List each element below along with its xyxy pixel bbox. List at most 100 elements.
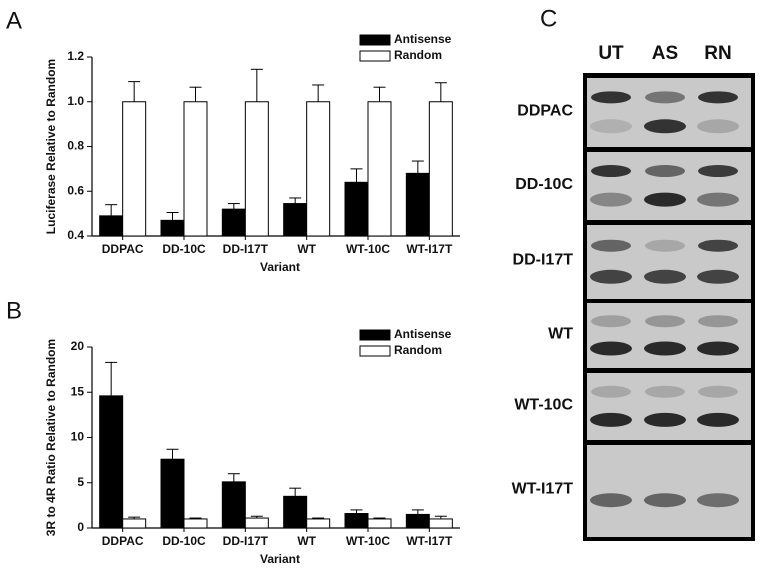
panel-label: A	[6, 7, 22, 34]
x-tick-label: WT-I17T	[406, 534, 453, 548]
bar	[344, 513, 369, 529]
bar	[405, 513, 430, 529]
legend-swatch	[359, 329, 391, 341]
gel-band	[645, 165, 685, 178]
gel-band	[590, 119, 632, 134]
x-axis-label: Variant	[260, 552, 300, 566]
gel-band	[698, 315, 738, 328]
y-tick-label: 0.6	[67, 183, 84, 197]
gel-band	[591, 385, 631, 398]
bar	[367, 101, 392, 237]
y-axis-label: 3R to 4R Ratio Relative to Random	[44, 339, 58, 536]
y-axis-label: Luciferase Relative to Random	[44, 59, 58, 234]
bar	[244, 517, 269, 529]
gel-band	[644, 192, 686, 207]
bar	[367, 518, 392, 529]
lane-label: RN	[704, 43, 731, 64]
gel-band	[590, 341, 632, 356]
bar	[244, 101, 269, 237]
x-tick-label: DD-I17T	[223, 242, 269, 256]
gel-band	[590, 493, 632, 508]
y-tick-label: 1.0	[67, 94, 84, 108]
gel-band	[591, 165, 631, 178]
y-tick-label: 10	[71, 430, 85, 444]
bar	[99, 395, 124, 529]
legend-swatch	[359, 50, 391, 62]
gel-band	[591, 239, 631, 252]
bar	[221, 208, 246, 237]
x-tick-label: DDPAC	[102, 242, 144, 256]
bar	[344, 181, 369, 237]
legend-swatch	[359, 345, 391, 357]
bar	[428, 101, 453, 237]
y-tick-label: 1.2	[67, 49, 84, 63]
gel-band	[697, 493, 739, 508]
x-tick-label: DDPAC	[102, 534, 144, 548]
sample-label: DDPAC	[517, 102, 573, 119]
bar	[183, 518, 208, 529]
bar	[160, 219, 185, 237]
bar	[306, 101, 331, 237]
gel-band	[697, 269, 739, 284]
y-tick-label: 5	[77, 475, 84, 489]
sample-label: WT-I17T	[512, 480, 574, 497]
gel-band	[645, 239, 685, 252]
y-tick-label: 0.4	[67, 228, 84, 242]
bar	[283, 495, 308, 529]
gel-band	[645, 315, 685, 328]
gel-band	[644, 412, 686, 427]
x-tick-label: WT-10C	[346, 534, 390, 548]
gel-strip	[587, 78, 751, 147]
bar	[183, 101, 208, 237]
panel-label: B	[6, 297, 22, 324]
gel-band	[644, 119, 686, 134]
y-tick-label: 20	[71, 339, 85, 353]
gel-band	[590, 269, 632, 284]
gel-band	[698, 165, 738, 178]
x-tick-label: WT-I17T	[406, 242, 453, 256]
gel-strip	[587, 373, 751, 440]
gel-band	[644, 341, 686, 356]
legend-label: Antisense	[394, 327, 452, 341]
legend-label: Antisense	[394, 32, 452, 46]
bar	[160, 458, 185, 529]
gel-band	[644, 493, 686, 508]
gel-band	[590, 192, 632, 207]
bar	[283, 203, 308, 237]
bar	[428, 518, 453, 529]
gel-band	[590, 412, 632, 427]
legend-swatch	[359, 34, 391, 46]
gel-band	[697, 412, 739, 427]
x-tick-label: DD-10C	[162, 242, 206, 256]
legend-label: Random	[394, 343, 442, 357]
gel-strip	[587, 445, 751, 537]
gel-band	[645, 91, 685, 104]
gel-strip	[587, 225, 751, 299]
sample-label: WT-10C	[514, 396, 573, 413]
gel-band	[591, 315, 631, 328]
x-tick-label: WT	[297, 534, 316, 548]
y-tick-label: 0.8	[67, 139, 84, 153]
sample-label: DD-10C	[515, 176, 573, 193]
bar	[122, 101, 147, 237]
bar	[405, 172, 430, 237]
gel-band	[697, 341, 739, 356]
gel-band	[698, 91, 738, 104]
x-tick-label: WT-10C	[346, 242, 390, 256]
lane-label: UT	[598, 43, 624, 64]
gel-band	[698, 239, 738, 252]
x-tick-label: WT	[297, 242, 316, 256]
bar	[306, 518, 331, 529]
panel-label: C	[540, 5, 557, 32]
legend-label: Random	[394, 48, 442, 62]
bar	[122, 518, 147, 529]
y-tick-label: 0	[77, 520, 84, 534]
lane-label: AS	[652, 43, 678, 64]
bar	[99, 215, 124, 237]
x-axis-label: Variant	[260, 260, 300, 274]
sample-label: WT	[548, 325, 573, 342]
gel-band	[645, 385, 685, 398]
gel-band	[698, 385, 738, 398]
